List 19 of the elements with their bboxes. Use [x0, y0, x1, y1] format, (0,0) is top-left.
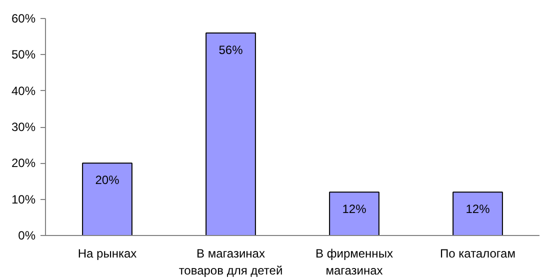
x-tick-label: По каталогам	[440, 246, 516, 260]
y-tick-label: 40%	[11, 84, 36, 98]
x-tick-label: В магазинах товаров для детей	[178, 246, 283, 278]
bar	[329, 192, 380, 236]
data-label: 56%	[218, 42, 244, 57]
y-tick-label: 0%	[18, 228, 36, 242]
bar	[452, 192, 503, 236]
bar	[82, 162, 132, 236]
data-label: 12%	[466, 202, 490, 216]
y-tick-label: 10%	[11, 192, 36, 206]
y-tick-label: 30%	[11, 120, 36, 134]
data-label: 20%	[95, 173, 120, 188]
bar	[206, 32, 256, 236]
data-label: 12%	[342, 202, 367, 216]
y-tick-label: 50%	[11, 48, 36, 62]
x-tick-label: На рынках	[78, 246, 137, 260]
y-tick-label: 20%	[11, 156, 36, 170]
x-tick-label: В фирменных магазинах	[316, 246, 393, 278]
y-tick-label: 60%	[11, 12, 36, 26]
